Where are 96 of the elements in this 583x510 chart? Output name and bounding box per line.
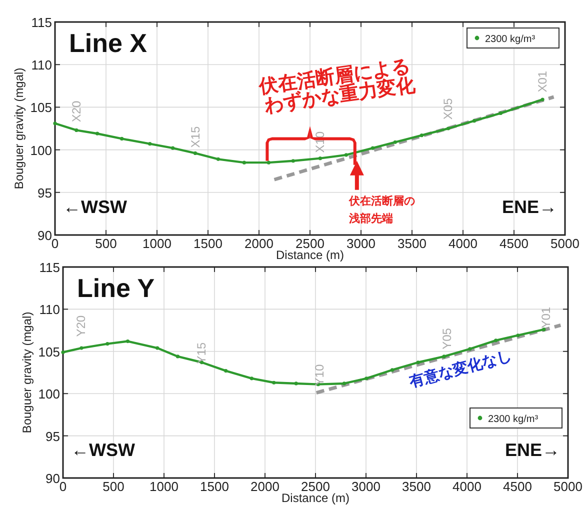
y-tick-label: 95	[46, 428, 60, 444]
chart-title: Line Y	[77, 273, 155, 303]
legend-label: 2300 kg/m³	[485, 34, 536, 45]
point	[442, 354, 446, 358]
point	[468, 347, 472, 351]
point	[224, 369, 228, 373]
annotation: X15	[188, 126, 202, 148]
point	[193, 151, 198, 156]
annotation: X20	[69, 100, 84, 122]
point	[393, 140, 397, 144]
x-tick-label: 500	[102, 479, 124, 494]
point	[291, 159, 295, 163]
point	[370, 146, 375, 150]
y-tick-label: 115	[31, 15, 52, 30]
point	[74, 128, 78, 132]
x-tick-label: 3500	[398, 236, 426, 251]
x-tick-label: 0	[51, 236, 59, 251]
y-tick-label: 105	[38, 344, 60, 360]
x-tick-label: 0	[59, 479, 67, 494]
point	[106, 342, 110, 346]
y-tick-label: 110	[31, 58, 52, 73]
annotation: X10	[313, 131, 328, 153]
point	[61, 350, 65, 354]
point	[472, 119, 476, 123]
y-axis-title: Bouguer gravity (mgal)	[20, 312, 34, 434]
point	[96, 132, 100, 136]
legend-label: 2300 kg/m³	[488, 414, 539, 425]
annotation: Y15	[194, 342, 208, 364]
chart-title: Line X	[69, 28, 148, 58]
x-tick-label: 2000	[244, 236, 274, 251]
x-tick-label: 3000	[352, 479, 380, 494]
point	[344, 153, 348, 157]
annotation: Y01	[538, 306, 553, 328]
point	[540, 98, 544, 102]
y-tick-label: 90	[46, 471, 60, 486]
point	[126, 339, 130, 344]
annotation: Y10	[312, 364, 327, 386]
point	[171, 146, 175, 150]
annotation: ←WSW	[71, 440, 135, 460]
x-tick-label: 3000	[346, 236, 376, 251]
x-tick-label: 500	[95, 236, 117, 251]
point	[148, 142, 152, 146]
y-axis-title: Bouguer gravity (mgal)	[12, 68, 26, 190]
x-axis-title: Distance (m)	[281, 491, 350, 505]
point	[120, 136, 124, 141]
point	[416, 360, 420, 364]
x-tick-label: 4500	[503, 479, 532, 494]
x-axis-title: Distance (m)	[276, 248, 344, 262]
point	[342, 382, 346, 386]
point	[80, 346, 84, 350]
point	[272, 380, 276, 384]
annotation: ENE→	[502, 197, 557, 217]
x-tick-label: 4000	[448, 236, 478, 251]
x-tick-label: 1500	[200, 479, 229, 494]
x-tick-label: 2000	[250, 479, 280, 494]
x-tick-label: 3500	[402, 479, 431, 494]
y-tick-label: 95	[38, 185, 52, 200]
x-tick-label: 4500	[500, 236, 528, 251]
annotation: X05	[441, 98, 456, 120]
x-tick-label: 1000	[150, 479, 178, 494]
annotation: Y20	[74, 315, 88, 337]
point	[498, 111, 503, 115]
annotation: 浅部先端	[348, 212, 393, 226]
point	[294, 382, 298, 386]
point	[390, 368, 394, 372]
point	[446, 126, 450, 130]
point	[53, 122, 57, 126]
point	[216, 157, 220, 161]
point	[420, 134, 424, 138]
x-tick-label: 2500	[301, 479, 330, 494]
point	[156, 346, 160, 350]
y-tick-label: 100	[30, 142, 52, 158]
annotation: 伏在活断層の	[348, 194, 415, 208]
annotation: ←WSW	[63, 197, 127, 217]
x-tick-label: 1000	[142, 236, 172, 251]
annotation: ENE→	[504, 440, 560, 460]
y-tick-label: 115	[39, 260, 60, 275]
point	[266, 160, 270, 164]
annotation: X01	[536, 70, 550, 92]
point	[318, 156, 322, 160]
y-tick-label: 110	[39, 302, 60, 318]
y-tick-label: 90	[38, 228, 52, 243]
point	[364, 376, 368, 380]
point	[242, 160, 246, 164]
x-tick-label: 5000	[554, 479, 582, 494]
point	[176, 354, 180, 358]
point	[516, 334, 520, 338]
annotation: Y05	[440, 328, 454, 350]
point	[250, 376, 254, 380]
x-tick-label: 2500	[296, 236, 324, 251]
x-tick-label: 5000	[550, 236, 580, 251]
y-tick-label: 105	[30, 100, 52, 116]
x-tick-label: 1500	[194, 236, 222, 251]
y-tick-label: 100	[38, 386, 60, 402]
point	[494, 338, 498, 342]
x-tick-label: 4000	[452, 479, 482, 494]
